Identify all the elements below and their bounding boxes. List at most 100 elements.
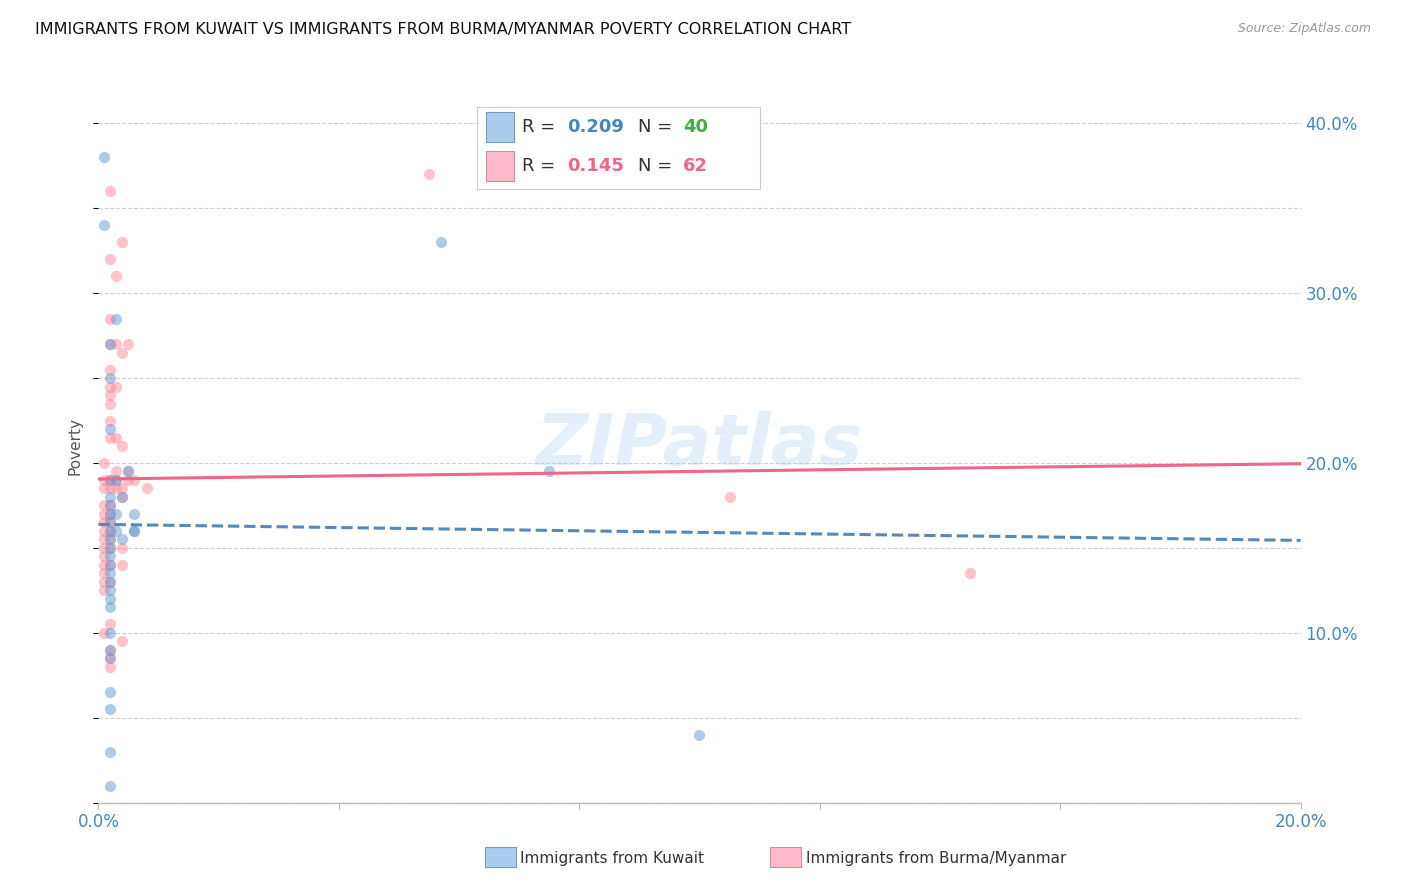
Point <box>100 337 122 351</box>
Text: 62: 62 <box>683 157 709 175</box>
Text: IMMIGRANTS FROM KUWAIT VS IMMIGRANTS FROM BURMA/MYANMAR POVERTY CORRELATION CHAR: IMMIGRANTS FROM KUWAIT VS IMMIGRANTS FRO… <box>35 22 851 37</box>
Point <box>100 413 122 427</box>
Point <box>105 311 128 326</box>
Point <box>959 566 981 581</box>
Point <box>111 490 134 504</box>
Point <box>100 362 122 376</box>
Text: R =: R = <box>522 157 561 175</box>
Point <box>100 388 122 402</box>
Point <box>124 507 146 521</box>
Point <box>100 507 122 521</box>
Point <box>111 235 134 249</box>
Point <box>93 516 115 530</box>
Point <box>111 541 134 555</box>
Point <box>117 465 139 479</box>
FancyBboxPatch shape <box>485 152 513 181</box>
Point <box>93 456 115 470</box>
Point <box>111 533 134 547</box>
Point <box>100 516 122 530</box>
Point <box>100 651 122 665</box>
Point <box>100 184 122 198</box>
Point <box>105 465 128 479</box>
Point <box>117 337 139 351</box>
Point <box>105 269 128 284</box>
Point <box>100 549 122 564</box>
Point <box>111 558 134 572</box>
Text: 0.209: 0.209 <box>568 118 624 136</box>
Point <box>100 660 122 674</box>
Point <box>105 482 128 496</box>
Point <box>117 473 139 487</box>
Point <box>100 473 122 487</box>
Point <box>100 558 122 572</box>
Point <box>100 617 122 632</box>
Point <box>100 651 122 665</box>
Point <box>100 574 122 589</box>
Point <box>93 218 115 232</box>
Point <box>111 439 134 453</box>
Point <box>100 643 122 657</box>
Point <box>105 524 128 538</box>
Point <box>100 626 122 640</box>
Point <box>93 482 115 496</box>
Point <box>105 430 128 444</box>
Point <box>100 583 122 598</box>
Point <box>100 702 122 716</box>
Y-axis label: Poverty: Poverty <box>67 417 83 475</box>
Point <box>100 490 122 504</box>
Point <box>105 337 128 351</box>
Point <box>100 371 122 385</box>
Point <box>111 345 134 359</box>
Point <box>100 507 122 521</box>
Point <box>100 524 122 538</box>
Point <box>124 473 146 487</box>
Point <box>100 252 122 266</box>
Point <box>135 482 157 496</box>
FancyBboxPatch shape <box>485 112 513 142</box>
Point <box>105 473 128 487</box>
Point <box>100 311 122 326</box>
Point <box>100 685 122 699</box>
Point <box>93 558 115 572</box>
Point <box>111 490 134 504</box>
Point <box>100 482 122 496</box>
Text: ZIPatlas: ZIPatlas <box>536 411 863 481</box>
Point <box>100 516 122 530</box>
Point <box>100 499 122 513</box>
Point <box>100 779 122 793</box>
Point <box>100 473 122 487</box>
Point <box>93 533 115 547</box>
Point <box>100 396 122 410</box>
Point <box>100 379 122 393</box>
Point <box>100 533 122 547</box>
Point <box>100 600 122 615</box>
Point <box>100 574 122 589</box>
Point <box>100 566 122 581</box>
Text: Source: ZipAtlas.com: Source: ZipAtlas.com <box>1237 22 1371 36</box>
Text: 0.145: 0.145 <box>568 157 624 175</box>
Point <box>93 549 115 564</box>
Point <box>124 524 146 538</box>
Text: R =: R = <box>522 118 561 136</box>
Point <box>93 150 115 164</box>
Point <box>430 235 453 249</box>
Point <box>100 541 122 555</box>
Point <box>105 379 128 393</box>
Point <box>117 465 139 479</box>
Point <box>93 507 115 521</box>
Point <box>111 482 134 496</box>
Point <box>105 507 128 521</box>
Point <box>93 574 115 589</box>
Point <box>689 728 711 742</box>
Point <box>93 524 115 538</box>
Point <box>105 473 128 487</box>
Point <box>100 643 122 657</box>
Text: 40: 40 <box>683 118 709 136</box>
Text: N =: N = <box>638 118 678 136</box>
Point <box>100 533 122 547</box>
Point <box>100 558 122 572</box>
Point <box>93 626 115 640</box>
Point <box>100 337 122 351</box>
Point <box>93 499 115 513</box>
Text: Immigrants from Kuwait: Immigrants from Kuwait <box>520 851 704 865</box>
